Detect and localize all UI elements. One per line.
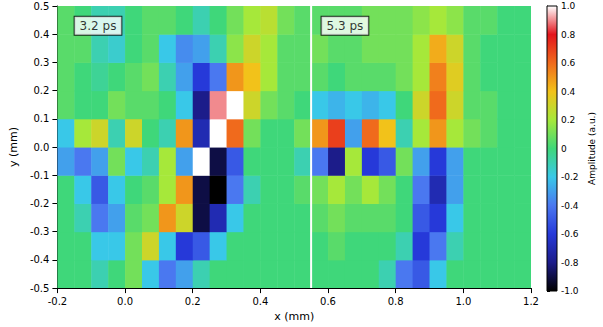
svg-text:-0.4: -0.4 bbox=[561, 201, 579, 211]
svg-text:0.2: 0.2 bbox=[34, 85, 50, 96]
svg-text:0.2: 0.2 bbox=[185, 296, 201, 307]
svg-text:0.0: 0.0 bbox=[34, 142, 50, 153]
svg-text:0.4: 0.4 bbox=[34, 29, 50, 40]
svg-text:-0.1: -0.1 bbox=[30, 170, 50, 181]
svg-text:y (mm): y (mm) bbox=[7, 127, 20, 167]
svg-text:3.2 ps: 3.2 ps bbox=[80, 19, 117, 33]
svg-text:0.5: 0.5 bbox=[34, 1, 50, 12]
svg-text:0.4: 0.4 bbox=[561, 87, 576, 97]
svg-text:0.6: 0.6 bbox=[561, 58, 576, 68]
svg-text:0: 0 bbox=[561, 144, 567, 154]
svg-text:0.3: 0.3 bbox=[34, 57, 50, 68]
svg-text:x (mm): x (mm) bbox=[274, 310, 314, 323]
svg-text:-0.2: -0.2 bbox=[30, 198, 50, 209]
svg-text:0.8: 0.8 bbox=[388, 296, 404, 307]
svg-text:1.0: 1.0 bbox=[561, 1, 576, 11]
svg-text:5.3 ps: 5.3 ps bbox=[327, 19, 364, 33]
svg-text:0.8: 0.8 bbox=[561, 30, 576, 40]
svg-text:-0.5: -0.5 bbox=[30, 283, 50, 294]
svg-text:Amplitude (a.u.): Amplitude (a.u.) bbox=[587, 112, 597, 185]
svg-text:-0.8: -0.8 bbox=[561, 258, 579, 268]
svg-text:0.0: 0.0 bbox=[117, 296, 133, 307]
svg-text:1.0: 1.0 bbox=[455, 296, 471, 307]
svg-text:-0.6: -0.6 bbox=[561, 229, 579, 239]
svg-text:-0.3: -0.3 bbox=[30, 226, 50, 237]
svg-text:0.6: 0.6 bbox=[320, 296, 336, 307]
svg-text:0.2: 0.2 bbox=[561, 115, 575, 125]
svg-text:-0.4: -0.4 bbox=[30, 254, 50, 265]
svg-text:-1.0: -1.0 bbox=[561, 286, 579, 296]
svg-text:0.4: 0.4 bbox=[252, 296, 268, 307]
svg-text:1.2: 1.2 bbox=[523, 296, 539, 307]
svg-text:0.1: 0.1 bbox=[34, 113, 50, 124]
svg-text:-0.2: -0.2 bbox=[561, 172, 579, 182]
svg-text:-0.2: -0.2 bbox=[48, 296, 68, 307]
